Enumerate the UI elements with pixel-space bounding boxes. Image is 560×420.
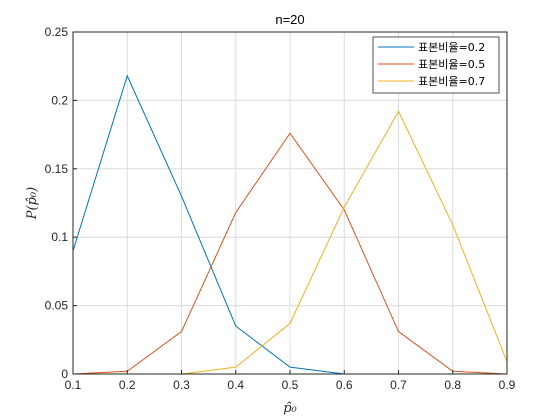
legend-label: 표본비율=0.7 — [418, 75, 485, 88]
y-tick-label: 0.15 — [45, 162, 69, 176]
y-tick-label: 0.2 — [51, 93, 68, 107]
chart-title: n=20 — [275, 12, 304, 27]
x-tick-label: 0.1 — [65, 378, 82, 392]
x-tick-label: 0.9 — [499, 378, 516, 392]
x-tick-label: 0.3 — [173, 378, 190, 392]
y-tick-label: 0.05 — [45, 299, 69, 313]
legend-label: 표본비율=0.5 — [418, 58, 485, 71]
y-axis-label: P(p̂₀) — [25, 187, 40, 220]
legend-label: 표본비율=0.2 — [418, 41, 485, 54]
x-tick-label: 0.8 — [444, 378, 461, 392]
legend: 표본비율=0.2 표본비율=0.5 표본비율=0.7 — [372, 36, 500, 94]
x-tick-label: 0.4 — [227, 378, 244, 392]
x-tick-label: 0.6 — [336, 378, 353, 392]
y-tick-label: 0 — [61, 367, 68, 381]
ticks: 0.1 0.2 0.3 0.4 0.5 0.6 0.7 0.8 0.9 0 0.05 0.1 0.15 0… — [45, 25, 516, 392]
x-axis-label: p̂₀ — [283, 401, 297, 416]
x-tick-label: 0.5 — [282, 378, 299, 392]
legend-box — [372, 36, 500, 94]
series-line-2 — [72, 132, 508, 375]
y-tick-label: 0.25 — [45, 25, 69, 39]
x-tick-label: 0.2 — [119, 378, 136, 392]
x-tick-label: 0.7 — [390, 378, 407, 392]
y-tick-label: 0.1 — [51, 230, 68, 244]
